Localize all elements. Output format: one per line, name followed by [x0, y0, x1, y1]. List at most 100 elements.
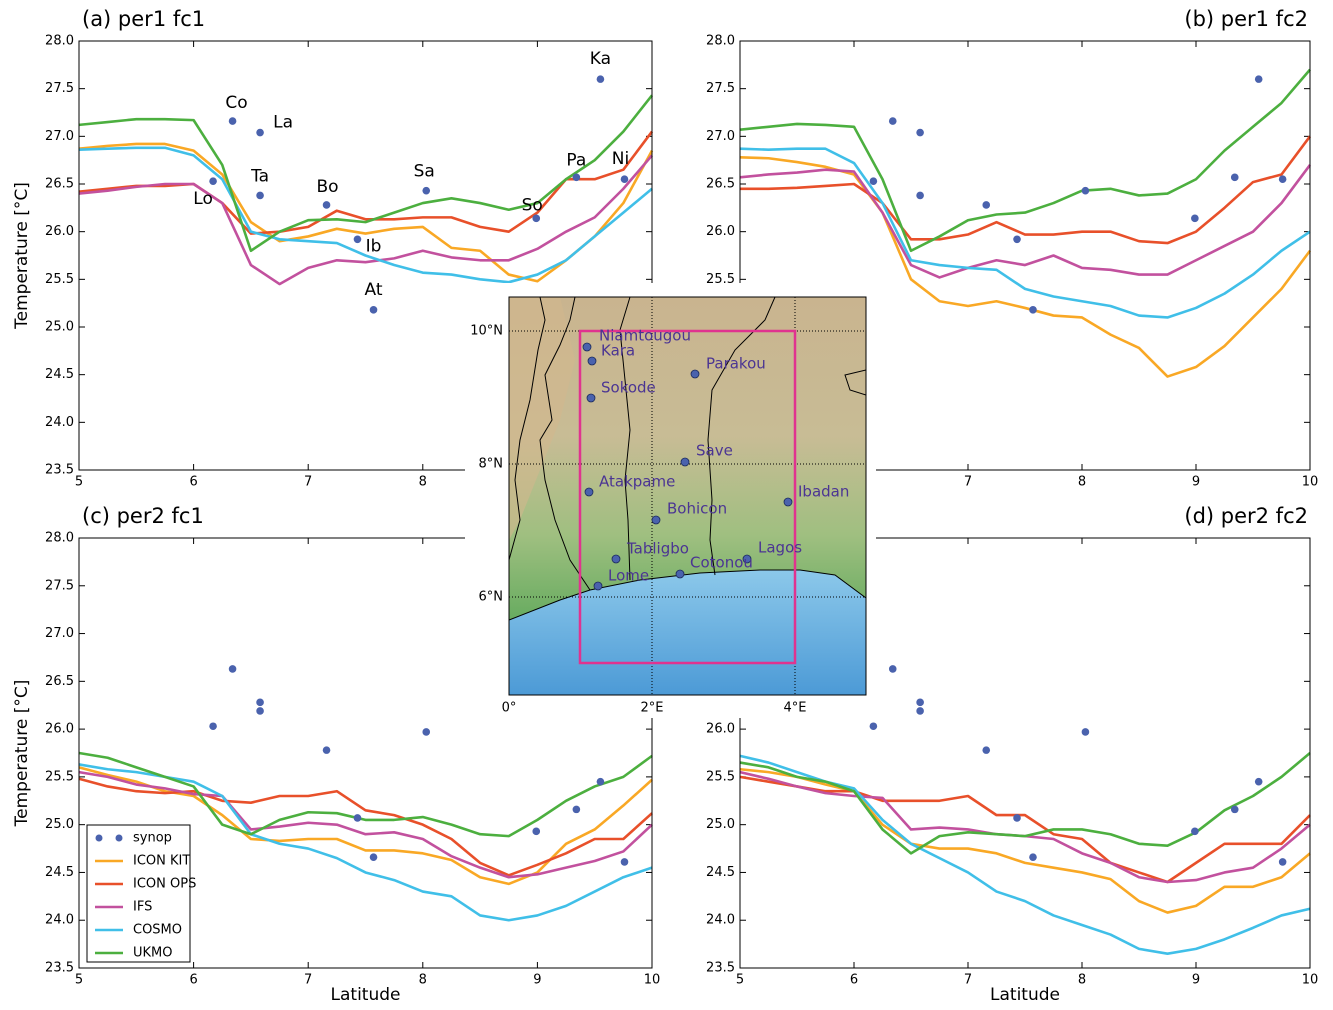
legend-label: ICON KIT	[133, 854, 190, 869]
series-line	[739, 752, 1311, 855]
x-tick-label: 5	[75, 973, 83, 988]
synop-point	[1029, 853, 1037, 861]
city-label: Lome	[608, 567, 649, 585]
synop-point	[1278, 175, 1287, 184]
synop-point	[228, 117, 237, 125]
y-tick-label: 26.5	[45, 177, 74, 192]
y-tick-label: 27.0	[45, 129, 74, 144]
city-label: Cotonou	[690, 554, 753, 572]
series-line	[740, 135, 1312, 245]
x-tick-label: 8	[419, 973, 427, 988]
synop-point	[256, 707, 264, 715]
x-tick-label: 5	[75, 475, 83, 490]
map-frame	[508, 296, 867, 696]
series-line	[739, 767, 1311, 914]
synop-point	[1191, 214, 1199, 223]
station-label: Ka	[590, 49, 611, 69]
charts: 23.5 24.0 24.5 25.0 25.5 26.0 26.5 27.0 27.5 28.0…	[12, 7, 1318, 1005]
y-tick-label: 25.5	[45, 769, 74, 784]
y-tick-label: 28.0	[45, 34, 74, 49]
synop-point	[209, 177, 217, 185]
city-label: Lagos	[758, 539, 802, 557]
station-label: Ib	[366, 236, 382, 256]
city-dot	[582, 342, 592, 352]
series-line	[739, 68, 1311, 253]
x-tick-label: 6	[189, 973, 197, 988]
synop-point	[1230, 805, 1239, 814]
x-tick-label: 6	[189, 475, 197, 490]
x-tick-label: 9	[1192, 973, 1200, 988]
synop-point	[322, 746, 331, 754]
synop-point	[532, 827, 541, 836]
series-line	[739, 147, 1311, 319]
y-tick-label: 24.5	[706, 865, 735, 880]
y-tick-label: 28.0	[45, 531, 74, 546]
station-label: Pa	[566, 150, 586, 170]
city-label: Atakpame	[599, 473, 675, 491]
synop-point	[1230, 173, 1239, 182]
x-tick-label: 8	[1078, 475, 1086, 490]
border	[509, 297, 546, 561]
panel-title: (d) per2 fc2	[1184, 504, 1308, 528]
y-tick-label: 25.0	[45, 817, 74, 832]
legend-label: ICON OPS	[133, 877, 196, 892]
y-tick-label: 26.5	[706, 177, 735, 192]
x-tick-label: 7	[304, 973, 312, 988]
synop-point	[916, 128, 924, 137]
synop-point	[596, 75, 605, 83]
synop-point	[1254, 75, 1263, 83]
lon-tick: 4°E	[784, 701, 807, 716]
legend-label: IFS	[133, 900, 152, 915]
legend: synop ICON KIT ICON OPS IFS COSMO UKMO	[86, 824, 196, 963]
city-dot	[587, 356, 597, 366]
city-dot	[584, 487, 594, 497]
synop-point	[869, 722, 878, 731]
x-tick-label: 10	[1302, 475, 1319, 490]
series-line	[739, 164, 1312, 279]
city-label: Ibadan	[798, 483, 849, 501]
y-axis-label: Temperature [°C]	[12, 182, 32, 330]
city-dot	[742, 554, 752, 564]
city-label: Tabligbo	[626, 540, 689, 558]
series-line	[78, 94, 654, 253]
y-tick-label: 24.0	[706, 913, 735, 928]
y-tick-label: 25.5	[706, 769, 735, 784]
legend-marker	[115, 834, 123, 842]
synop-point	[256, 698, 264, 707]
city-label: Sokode	[601, 379, 656, 397]
synop-point	[256, 191, 264, 200]
lat-tick: 10°N	[470, 324, 503, 339]
panel-title: (c) per2 fc1	[82, 504, 204, 528]
city-label: Niamtougou	[599, 327, 691, 345]
station-label: Lo	[193, 189, 213, 209]
lat-tick: 6°N	[479, 590, 504, 605]
highland	[509, 297, 575, 540]
y-tick-label: 24.5	[45, 865, 74, 880]
city-label: Kara	[601, 342, 635, 360]
y-tick-label: 27.0	[706, 129, 735, 144]
synop-point	[1081, 186, 1090, 195]
synop-point	[422, 728, 431, 736]
axes-frame	[739, 40, 1311, 471]
synop-point	[620, 175, 629, 184]
station-label: Sa	[414, 162, 435, 182]
synop-point	[422, 186, 431, 195]
axes-frame	[78, 537, 653, 969]
y-tick-label: 28.0	[706, 34, 735, 49]
synop-point	[916, 191, 924, 200]
x-tick-label: 9	[533, 973, 541, 988]
synop-point	[982, 746, 991, 754]
y-tick-label: 26.5	[45, 674, 74, 689]
y-tick-label: 26.0	[706, 722, 735, 737]
x-tick-label: 7	[304, 475, 312, 490]
y-tick-label: 24.0	[45, 913, 74, 928]
synop-point	[888, 117, 897, 125]
city-dot	[675, 569, 685, 579]
x-tick-label: 10	[644, 973, 661, 988]
synop-point	[888, 665, 897, 673]
y-tick-label: 25.0	[45, 320, 74, 335]
station-label: So	[522, 195, 543, 215]
synop-point	[1013, 814, 1021, 822]
series-line	[739, 775, 1311, 884]
